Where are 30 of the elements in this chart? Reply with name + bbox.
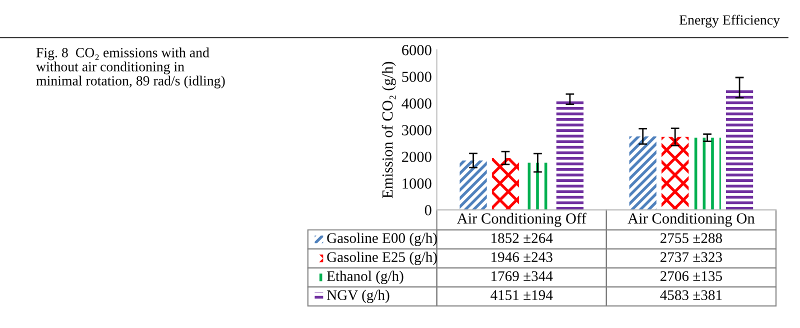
- data-label: 2737 ±323: [660, 252, 722, 262]
- data-label: 4151 ±194: [490, 290, 553, 300]
- bar: [694, 138, 721, 210]
- y-tick-label: 6000: [402, 44, 432, 56]
- y-tick-label: 0: [424, 205, 432, 216]
- bar: [629, 136, 656, 210]
- legend-label: Gasoline E25 (g/h): [327, 252, 437, 266]
- text: Fig. 8 CO₂ emissions with and without air conditioning in minimal rotation, 89 rad/s (idling): [36, 48, 225, 88]
- x-tick-label: Air Conditioning Off: [456, 212, 586, 227]
- x-tick-label: Air Conditioning On: [628, 212, 755, 227]
- y-tick-label: 4000: [402, 98, 432, 109]
- data-label: 2755 ±288: [660, 233, 722, 244]
- legend-label: NGV (g/h): [326, 290, 390, 304]
- y-tick-label: 2000: [402, 152, 432, 162]
- bar: [662, 136, 689, 210]
- y-tick-label: 1000: [402, 178, 432, 189]
- data-label: 2706 ±135: [660, 271, 722, 282]
- data-label: 4583 ±381: [660, 290, 722, 300]
- data-label: 1852 ±264: [492, 233, 553, 244]
- legend-label: Ethanol (g/h): [326, 270, 404, 284]
- data-label: 1769 ±344: [492, 271, 553, 282]
- text: Energy Efficiency: [679, 14, 780, 28]
- y-axis-title: Emission of CO₂ (g/h): [382, 62, 396, 198]
- bar: [492, 158, 520, 210]
- y-tick-label: 5000: [402, 72, 432, 82]
- bar: [556, 99, 584, 210]
- data-label: 1946 ±243: [492, 252, 552, 262]
- legend-label: Gasoline E00 (g/h): [327, 232, 437, 246]
- bar: [460, 160, 487, 210]
- y-tick-label: 3000: [402, 125, 432, 136]
